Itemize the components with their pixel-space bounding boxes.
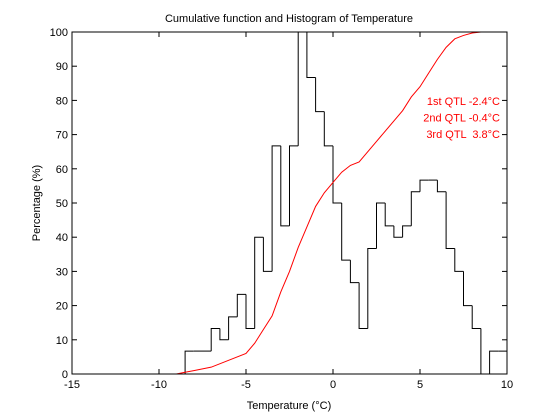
histogram-bar bbox=[297, 32, 307, 146]
histogram-bar bbox=[184, 350, 194, 374]
histogram-bar bbox=[402, 225, 412, 238]
y-tick-label: 60 bbox=[56, 164, 68, 176]
histogram-bar bbox=[219, 328, 229, 341]
y-tick-label: 80 bbox=[56, 95, 68, 107]
histogram-bar bbox=[306, 32, 316, 78]
histogram-bar bbox=[280, 145, 290, 227]
x-tick-label: 0 bbox=[330, 379, 336, 391]
histogram-bar bbox=[463, 271, 473, 307]
y-tick-label: 10 bbox=[56, 335, 68, 347]
y-tick-label: 20 bbox=[56, 301, 68, 313]
annotation: 1st QTL -2.4°C bbox=[427, 96, 500, 108]
y-tick-label: 0 bbox=[62, 369, 68, 381]
x-tick-label: 5 bbox=[417, 379, 423, 391]
histogram-bar bbox=[332, 145, 342, 204]
histogram-bar bbox=[289, 145, 299, 226]
histogram-bar bbox=[393, 225, 403, 238]
histogram-bar bbox=[410, 191, 420, 226]
plot-content bbox=[72, 32, 507, 374]
histogram-bar bbox=[454, 248, 464, 272]
y-tick-label: 30 bbox=[56, 266, 68, 278]
histogram-bar bbox=[419, 179, 429, 192]
y-tick-label: 40 bbox=[56, 232, 68, 244]
y-tick-label: 90 bbox=[56, 61, 68, 73]
x-tick-label: 10 bbox=[501, 379, 513, 391]
histogram-bar bbox=[480, 328, 490, 374]
histogram-bar bbox=[384, 203, 394, 227]
x-tick-label: -10 bbox=[151, 379, 167, 391]
histogram-bar bbox=[436, 180, 447, 193]
histogram-bar bbox=[271, 145, 281, 272]
chart-title: Cumulative function and Histogram of Tem… bbox=[165, 13, 413, 25]
y-tick-label: 70 bbox=[56, 130, 68, 142]
histogram-bar bbox=[445, 191, 455, 249]
histogram-bar bbox=[498, 350, 507, 374]
x-axis-label: Temperature (°C) bbox=[247, 400, 331, 412]
histogram-bar bbox=[236, 293, 246, 317]
cumulative-line bbox=[72, 32, 507, 374]
histogram-bar bbox=[341, 203, 351, 261]
histogram-bar bbox=[471, 305, 481, 330]
histogram-bar bbox=[210, 328, 220, 352]
histogram-bar bbox=[262, 237, 273, 272]
y-tick-label: 100 bbox=[50, 27, 68, 39]
x-tick-label: -15 bbox=[64, 379, 80, 391]
histogram-bar bbox=[228, 316, 238, 340]
histogram-bar bbox=[376, 202, 386, 249]
y-axis-label: Percentage (%) bbox=[31, 165, 43, 241]
histogram-bar bbox=[323, 111, 333, 147]
histogram-bar bbox=[358, 282, 368, 330]
histogram-bar bbox=[349, 260, 360, 284]
annotation: 2nd QTL -0.4°C bbox=[423, 113, 500, 125]
histogram-bar bbox=[367, 247, 377, 329]
x-tick-label: -5 bbox=[241, 379, 251, 391]
histogram-bar bbox=[254, 236, 264, 329]
histogram-bar bbox=[489, 350, 499, 374]
histogram-bar bbox=[315, 77, 325, 113]
y-tick-label: 50 bbox=[56, 198, 68, 210]
annotation: 3rd QTL 3.8°C bbox=[426, 129, 500, 141]
histogram-bar bbox=[245, 294, 255, 330]
